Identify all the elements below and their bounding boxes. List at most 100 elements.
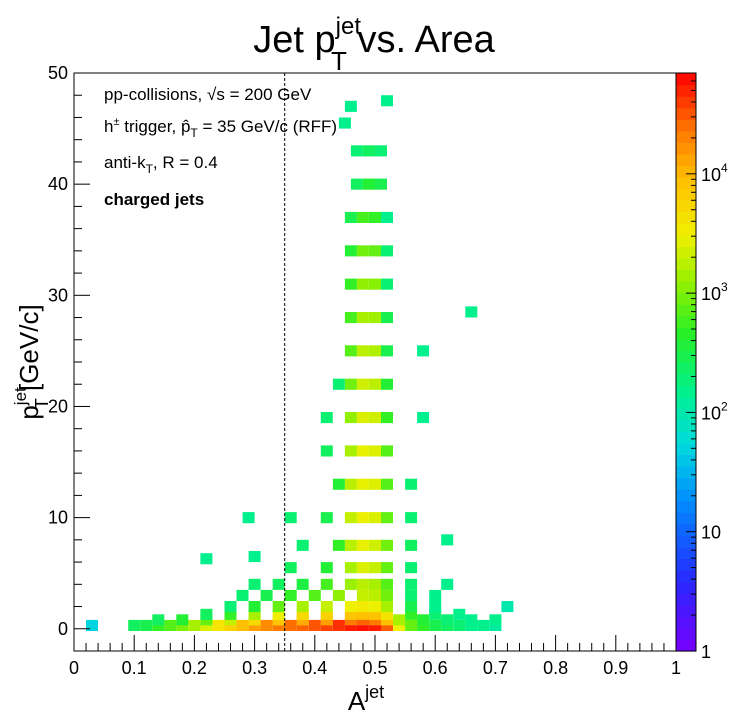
heatmap-bin bbox=[369, 245, 381, 257]
y-axis-label: pjet T [GeV/c] bbox=[11, 304, 52, 419]
heatmap-bin bbox=[356, 589, 369, 601]
annotation-block: pp-collisions, √s = 200 GeV h± trigger, … bbox=[104, 85, 337, 209]
color-scale-cell bbox=[676, 165, 696, 178]
color-scale-cell bbox=[676, 477, 696, 490]
heatmap-bin bbox=[248, 601, 261, 613]
heatmap-bin bbox=[320, 619, 333, 631]
heatmap-bin bbox=[284, 562, 297, 574]
heatmap-bin bbox=[417, 619, 430, 631]
heatmap-bin bbox=[369, 589, 381, 601]
heatmap-bin bbox=[296, 619, 309, 631]
color-scale-cell bbox=[676, 142, 696, 155]
heatmap-bin bbox=[86, 619, 98, 631]
heatmap-bin bbox=[393, 614, 406, 626]
x-tick-label: 0.7 bbox=[483, 658, 508, 678]
heatmap-bin bbox=[393, 619, 406, 631]
heatmap-bin bbox=[332, 589, 345, 601]
heatmap-bin bbox=[344, 445, 357, 457]
heatmap-bin bbox=[284, 619, 297, 631]
y-axis-ticks: 0 10 20 30 40 50 bbox=[48, 63, 90, 652]
heatmap-bin bbox=[320, 512, 333, 524]
heatmap-bin bbox=[152, 614, 165, 626]
heatmap-bin bbox=[308, 589, 321, 601]
heatmap-bin bbox=[344, 412, 357, 424]
color-scale-cell bbox=[676, 373, 696, 386]
heatmap-bin bbox=[356, 601, 369, 613]
y-tick-label: 10 bbox=[48, 508, 68, 528]
heatmap-bin bbox=[381, 578, 393, 590]
heatmap-bin bbox=[356, 312, 369, 324]
heatmap-bin bbox=[405, 539, 418, 551]
color-scale-cell bbox=[676, 570, 696, 583]
color-scale-cell bbox=[676, 442, 696, 456]
color-scale-cell bbox=[676, 292, 696, 305]
heatmap-bin bbox=[429, 608, 442, 620]
color-scale-cell bbox=[676, 419, 696, 432]
heatmap-bin bbox=[381, 478, 393, 490]
color-scale-cell bbox=[676, 84, 696, 97]
heatmap-bin bbox=[429, 619, 442, 631]
heatmap-bin bbox=[344, 478, 357, 490]
color-scale-cell bbox=[676, 73, 696, 86]
color-scale-cell bbox=[676, 558, 696, 571]
x-tick-label: 0.3 bbox=[242, 658, 267, 678]
heatmap-bin bbox=[272, 601, 285, 613]
heatmap-bin bbox=[188, 619, 201, 631]
heatmap-bin bbox=[501, 601, 514, 613]
x-tick-label: 1 bbox=[671, 658, 681, 678]
heatmap-bin bbox=[369, 211, 381, 223]
heatmap-bin bbox=[381, 445, 393, 457]
heatmap-bin bbox=[344, 512, 357, 524]
heatmap-bin bbox=[332, 539, 345, 551]
heatmap-bin bbox=[405, 578, 418, 590]
heatmap-bin bbox=[344, 245, 357, 257]
color-scale-cell bbox=[676, 315, 696, 328]
heatmap-bin bbox=[369, 445, 381, 457]
heatmap-bin bbox=[356, 278, 369, 290]
color-scale-cell bbox=[676, 431, 696, 444]
heatmap-bin bbox=[405, 562, 418, 574]
y-tick-label: 0 bbox=[58, 619, 68, 639]
color-scale-cell bbox=[676, 338, 696, 352]
y-tick-label: 20 bbox=[48, 396, 68, 416]
heatmap-bin bbox=[363, 145, 375, 157]
heatmap-bin bbox=[405, 589, 418, 601]
heatmap-bin bbox=[248, 578, 261, 590]
color-tick-label: 104 bbox=[701, 161, 728, 185]
heatmap-bin bbox=[369, 478, 381, 490]
heatmap-bin bbox=[369, 578, 381, 590]
color-scale-cell bbox=[676, 304, 696, 317]
color-scale-cell bbox=[676, 466, 696, 479]
heatmap-bin bbox=[212, 619, 225, 631]
color-scale-cell bbox=[676, 454, 696, 467]
heatmap-bin bbox=[356, 562, 369, 574]
heatmap-bin bbox=[489, 614, 502, 626]
x-tick-label: 0.2 bbox=[182, 658, 207, 678]
heatmap-bin bbox=[405, 512, 418, 524]
heatmap-bin bbox=[356, 512, 369, 524]
color-scale-cell bbox=[676, 200, 696, 213]
heatmap-bin bbox=[453, 619, 466, 631]
heatmap-bin bbox=[200, 608, 213, 620]
heatmap-bin bbox=[338, 117, 351, 129]
heatmap-bin bbox=[381, 562, 393, 574]
heatmap-bin bbox=[356, 539, 369, 551]
color-scale-cell bbox=[676, 107, 696, 120]
heatmap-bin bbox=[381, 589, 393, 601]
heatmap-bin bbox=[236, 589, 249, 601]
heatmap-bin bbox=[417, 345, 430, 357]
heatmap-bin bbox=[344, 562, 357, 574]
heatmap-bin bbox=[344, 278, 357, 290]
heatmap-bin bbox=[381, 378, 393, 390]
heatmap-bin bbox=[369, 378, 381, 390]
color-scale-cell bbox=[676, 396, 696, 409]
heatmap-bin bbox=[332, 478, 345, 490]
heatmap-bin bbox=[417, 412, 430, 424]
color-tick-label: 10 bbox=[701, 523, 721, 543]
heatmap-bin bbox=[284, 589, 297, 601]
heatmap-bin bbox=[344, 100, 357, 112]
heatmap-bin bbox=[441, 619, 454, 631]
color-scale-cell bbox=[676, 385, 696, 398]
heatmap-bin bbox=[369, 312, 381, 324]
